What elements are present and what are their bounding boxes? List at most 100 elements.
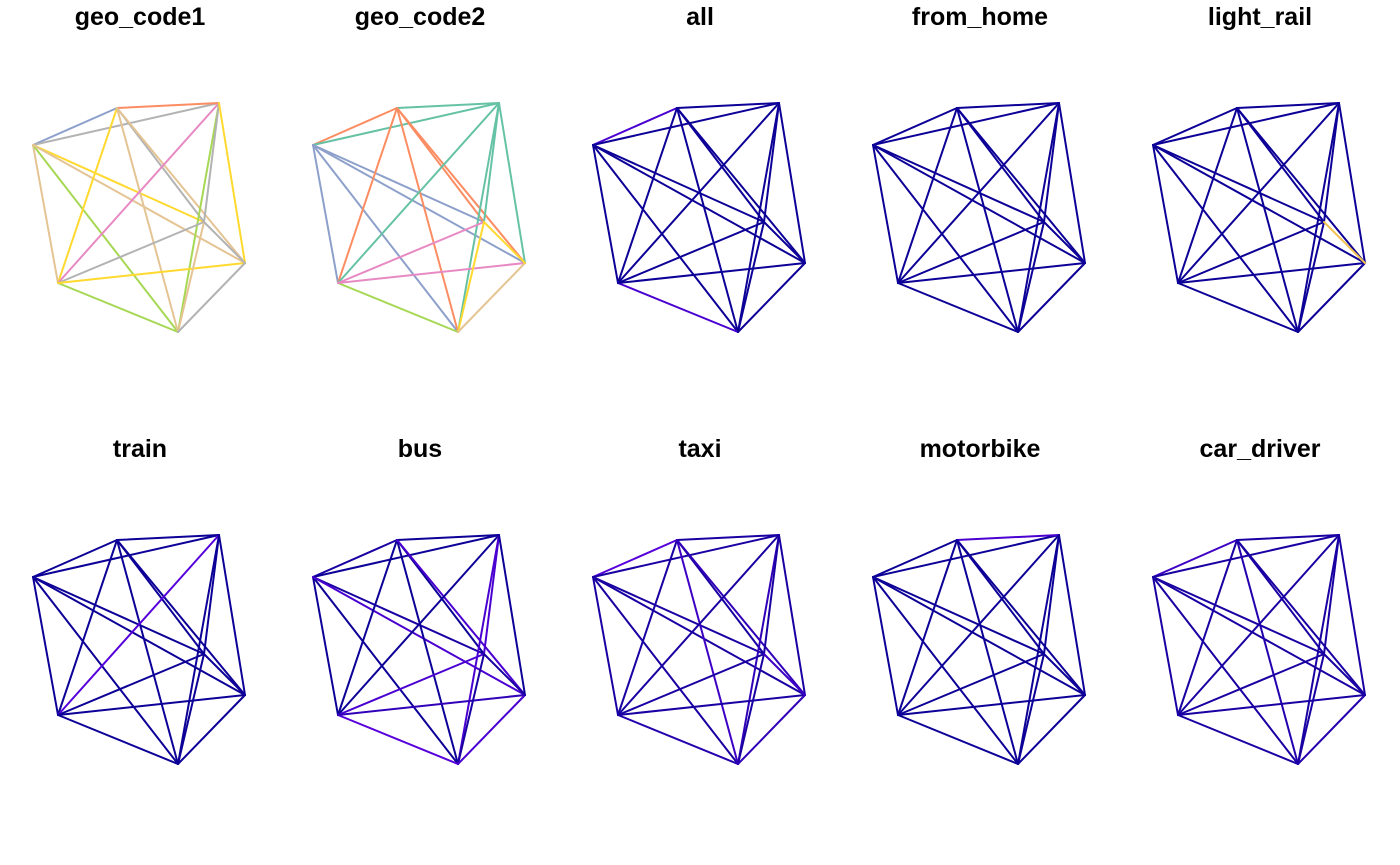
flow-line [1297, 653, 1325, 765]
flow-line [116, 107, 179, 333]
flow-line [617, 653, 765, 716]
flow-line [57, 107, 118, 284]
flow-line [897, 282, 1019, 333]
flow-line [1236, 102, 1340, 109]
network-map [592, 102, 806, 333]
flow-line [1338, 534, 1366, 696]
flow-line [312, 576, 485, 655]
network-map [32, 102, 246, 333]
flow-line [592, 576, 739, 765]
panel-title: geo_code1 [74, 3, 206, 31]
flow-line [1236, 534, 1340, 541]
flow-line [32, 576, 179, 765]
panel-title: taxi [678, 435, 722, 463]
panel-car-driver: car_driver [1120, 432, 1400, 864]
flow-line [1297, 262, 1366, 333]
flow-line [897, 221, 1045, 284]
flow-line [32, 107, 118, 146]
flow-line [1152, 539, 1238, 578]
flow-line [116, 534, 220, 541]
flow-line [32, 539, 118, 578]
flow-line [1152, 576, 1179, 716]
panel-train: train [0, 432, 280, 864]
flow-line [337, 262, 526, 284]
flow-line [1236, 107, 1366, 264]
network-map [1152, 102, 1366, 333]
flow-line [177, 221, 205, 333]
flow-line [676, 539, 739, 765]
flow-line [617, 714, 739, 765]
flow-line [617, 694, 806, 716]
flow-line [872, 576, 1019, 765]
flow-line [312, 144, 485, 223]
flow-line [177, 694, 246, 765]
flow-line [1297, 534, 1340, 765]
flow-line [1017, 694, 1086, 765]
flow-line [32, 144, 59, 284]
flow-line [32, 144, 246, 264]
flow-line [1152, 576, 1325, 655]
flow-line [956, 534, 1060, 541]
flow-line [1177, 221, 1325, 284]
flow-line [57, 262, 246, 284]
flow-line [956, 539, 1019, 765]
flow-line [897, 102, 1060, 284]
flow-line [116, 539, 179, 765]
flow-line [872, 576, 1045, 655]
panel-light-rail: light_rail [1120, 0, 1400, 432]
flow-line [483, 102, 500, 223]
flow-line [872, 539, 958, 578]
flow-line [676, 539, 806, 696]
network-map [1152, 534, 1366, 765]
flow-line [872, 144, 1045, 223]
panel-all: all [560, 0, 840, 432]
panel-taxi: taxi [560, 432, 840, 864]
flow-line [57, 653, 205, 716]
flow-line [872, 144, 1019, 333]
flow-line [1043, 653, 1086, 696]
flow-line [457, 534, 500, 765]
flow-line [676, 534, 780, 541]
flow-line [592, 107, 678, 146]
flow-line [116, 539, 246, 696]
flow-line [116, 102, 220, 109]
flow-line [897, 107, 958, 284]
flow-line [177, 102, 220, 333]
flow-line [872, 144, 1086, 264]
flow-line [1017, 102, 1060, 333]
flow-line [483, 653, 526, 696]
flow-line [57, 694, 246, 716]
flow-line [676, 107, 739, 333]
flow-line [457, 694, 526, 765]
panel-geo-code1: geo_code1 [0, 0, 280, 432]
panel-geo-code2: geo_code2 [280, 0, 560, 432]
flow-line [312, 144, 339, 284]
flow-line [897, 534, 1060, 716]
flow-line [498, 102, 526, 264]
flow-line [57, 282, 179, 333]
flow-line [592, 576, 806, 696]
flow-line [1236, 539, 1299, 765]
flow-line [483, 534, 500, 655]
flow-line [737, 534, 780, 765]
flow-line [1323, 534, 1340, 655]
panel-title: car_driver [1199, 435, 1321, 463]
flow-line [218, 534, 246, 696]
flow-line [1017, 653, 1045, 765]
flow-line [57, 534, 220, 716]
flow-line [57, 539, 118, 716]
flow-line [457, 102, 500, 333]
flow-line [1043, 221, 1086, 264]
flow-line [1177, 534, 1340, 716]
flow-line [763, 221, 806, 264]
flow-line [218, 102, 246, 264]
flow-line [1177, 107, 1238, 284]
flow-line [337, 534, 500, 716]
flow-line [592, 144, 739, 333]
flow-line [337, 653, 485, 716]
flow-line [312, 144, 526, 264]
flow-line [592, 539, 678, 578]
flow-line [617, 534, 780, 716]
flow-line [617, 102, 780, 284]
flow-line [1152, 107, 1238, 146]
